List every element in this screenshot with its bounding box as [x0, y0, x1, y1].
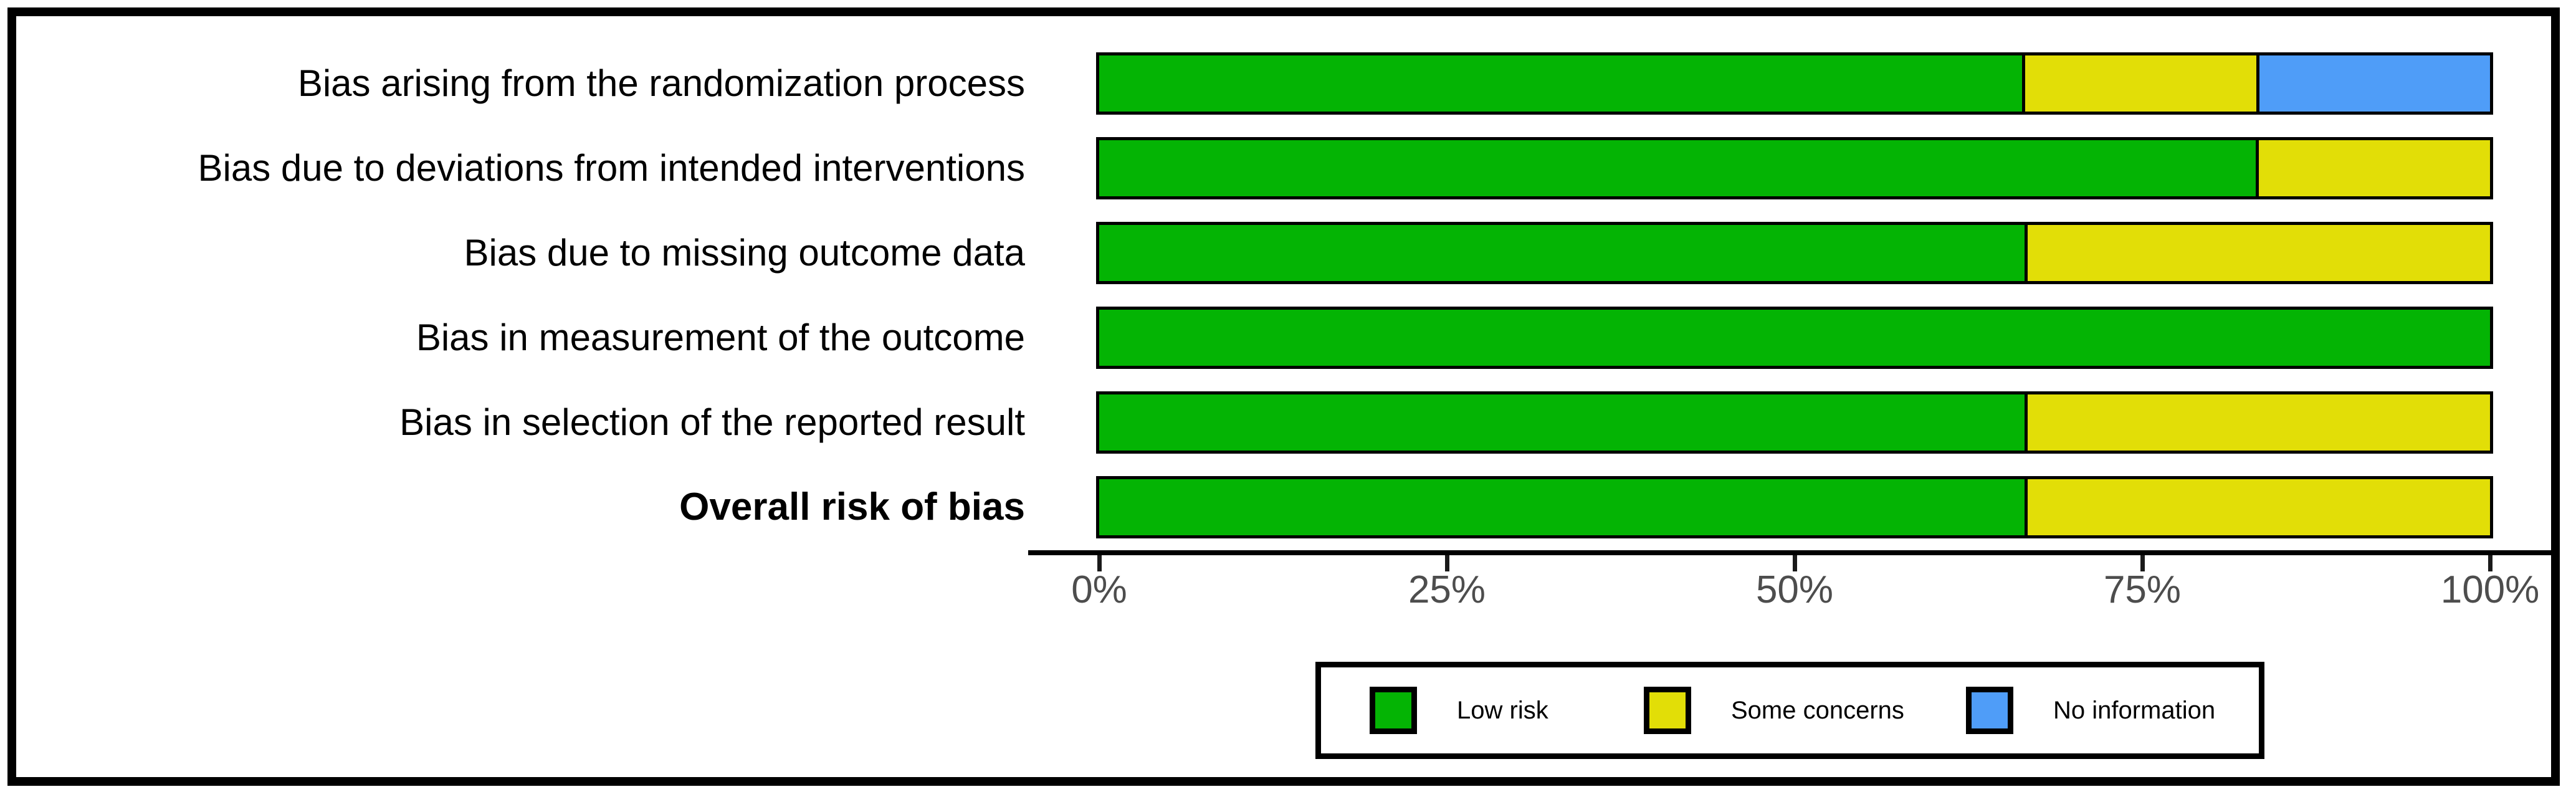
- axis-tick: [1097, 555, 1102, 571]
- bar-segment-some-concerns: [2255, 140, 2490, 196]
- bar-segment-low-risk: [1099, 479, 2025, 535]
- bar-segment-low-risk: [1099, 55, 2023, 112]
- legend-swatch-no-information: [1966, 687, 2013, 734]
- axis-tick: [2140, 555, 2145, 571]
- bias-domain-row: Bias in selection of the reported result: [0, 391, 2576, 454]
- bar-segment-no-information: [2256, 55, 2490, 112]
- bias-domain-label: Overall risk of bias: [679, 485, 1025, 528]
- bias-domain-label: Bias due to deviations from intended int…: [198, 147, 1025, 189]
- x-axis-line: [1028, 550, 2551, 555]
- bias-domain-row: Overall risk of bias: [0, 476, 2576, 538]
- bar-segment-some-concerns: [2024, 479, 2490, 535]
- bar-segment-some-concerns: [2024, 225, 2490, 281]
- axis-tick: [1793, 555, 1797, 571]
- bias-domain-label: Bias in selection of the reported result: [399, 401, 1025, 443]
- axis-tick: [1445, 555, 1449, 571]
- bar-segment-low-risk: [1099, 310, 2490, 366]
- bias-domain-row: Bias arising from the randomization proc…: [0, 52, 2576, 115]
- bias-domain-row: Bias in measurement of the outcome: [0, 307, 2576, 369]
- stacked-bar: [1096, 476, 2493, 538]
- legend-item-label: Low risk: [1457, 697, 1548, 724]
- stacked-bar: [1096, 307, 2493, 369]
- legend-box: Low risk Some concerns No information: [1315, 662, 2264, 759]
- bar-segment-low-risk: [1099, 394, 2025, 451]
- bias-domain-label: Bias in measurement of the outcome: [416, 317, 1025, 358]
- bias-domain-row: Bias due to missing outcome data: [0, 222, 2576, 284]
- stacked-bar: [1096, 137, 2493, 199]
- bar-segment-some-concerns: [2024, 394, 2490, 451]
- axis-tick-label: 100%: [2440, 568, 2540, 611]
- axis-tick-label: 0%: [1071, 568, 1127, 611]
- axis-tick: [2488, 555, 2493, 571]
- legend-item: No information: [1966, 687, 2215, 734]
- bar-segment-low-risk: [1099, 140, 2256, 196]
- legend-item-label: No information: [2053, 697, 2216, 724]
- axis-tick-label: 50%: [1755, 568, 1834, 611]
- legend-swatch-low-risk: [1370, 687, 1417, 734]
- legend-swatch-some-concerns: [1644, 687, 1691, 734]
- bar-segment-low-risk: [1099, 225, 2025, 281]
- legend-item: Low risk: [1370, 687, 1548, 734]
- bias-domain-label: Bias arising from the randomization proc…: [297, 62, 1025, 104]
- legend-item-label: Some concerns: [1731, 697, 1904, 724]
- legend-item: Some concerns: [1644, 687, 1904, 734]
- axis-tick-label: 25%: [1408, 568, 1486, 611]
- stacked-bar: [1096, 391, 2493, 454]
- bias-domain-label: Bias due to missing outcome data: [464, 232, 1026, 274]
- axis-tick-label: 75%: [2103, 568, 2182, 611]
- stacked-bar: [1096, 52, 2493, 115]
- bar-segment-some-concerns: [2022, 55, 2256, 112]
- stacked-bar: [1096, 222, 2493, 284]
- bias-domain-row: Bias due to deviations from intended int…: [0, 137, 2576, 199]
